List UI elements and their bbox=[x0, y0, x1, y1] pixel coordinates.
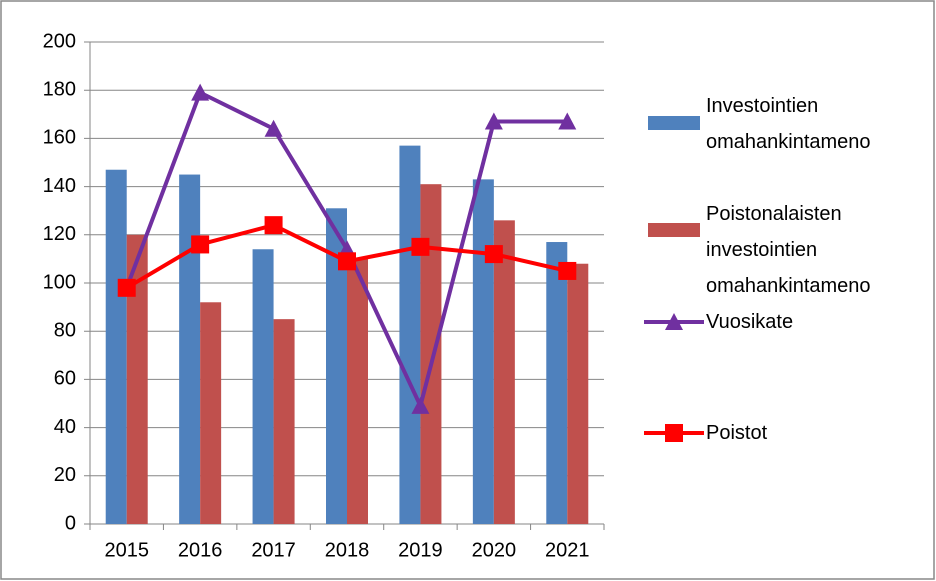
bar bbox=[273, 319, 295, 524]
x-tick-label: 2021 bbox=[545, 539, 590, 561]
x-tick-label: 2016 bbox=[178, 539, 223, 561]
legend-label: Poistot bbox=[706, 422, 768, 444]
legend-label: Vuosikate bbox=[706, 311, 794, 333]
marker bbox=[484, 112, 503, 130]
y-tick-label: 60 bbox=[54, 368, 76, 390]
y-tick-label: 140 bbox=[43, 175, 76, 197]
y-tick-label: 80 bbox=[54, 319, 76, 341]
bar bbox=[179, 174, 201, 525]
legend-swatch bbox=[648, 116, 700, 130]
marker bbox=[264, 119, 283, 137]
bar bbox=[105, 169, 127, 525]
bar bbox=[326, 208, 347, 525]
bar bbox=[420, 184, 442, 524]
marker bbox=[117, 278, 136, 297]
bar bbox=[472, 179, 494, 524]
bar bbox=[546, 242, 568, 524]
y-tick-label: 160 bbox=[43, 127, 76, 149]
y-tick-label: 0 bbox=[65, 512, 76, 534]
bar bbox=[252, 249, 274, 524]
bar bbox=[493, 220, 515, 524]
legend-label: Investointien omahankintameno bbox=[706, 95, 871, 153]
y-tick-label: 40 bbox=[54, 416, 76, 438]
x-tick-label: 2018 bbox=[325, 539, 370, 561]
x-tick-label: 2019 bbox=[398, 539, 443, 561]
bar bbox=[567, 263, 589, 524]
marker bbox=[411, 396, 430, 414]
y-tick-label: 200 bbox=[43, 30, 76, 52]
marker bbox=[264, 216, 283, 235]
y-tick-label: 100 bbox=[43, 271, 76, 293]
y-tick-label: 180 bbox=[43, 78, 76, 100]
marker bbox=[191, 235, 210, 254]
marker bbox=[338, 252, 356, 271]
marker bbox=[484, 245, 503, 264]
bar bbox=[126, 234, 148, 525]
bar bbox=[399, 145, 421, 524]
legend-swatch bbox=[648, 223, 700, 237]
y-tick-label: 20 bbox=[54, 464, 76, 486]
y-tick-label: 120 bbox=[43, 223, 76, 245]
legend-marker bbox=[665, 424, 683, 442]
marker bbox=[558, 261, 577, 280]
x-tick-label: 2017 bbox=[251, 539, 296, 561]
marker bbox=[191, 83, 210, 101]
bar bbox=[200, 302, 222, 524]
legend-label: Poistonalaisten investointien omahankint… bbox=[706, 203, 871, 297]
bar bbox=[347, 258, 368, 524]
x-tick-label: 2015 bbox=[104, 539, 149, 561]
x-tick-label: 2020 bbox=[472, 539, 517, 561]
marker bbox=[558, 112, 577, 130]
legend-marker bbox=[665, 313, 683, 330]
marker bbox=[411, 237, 430, 256]
